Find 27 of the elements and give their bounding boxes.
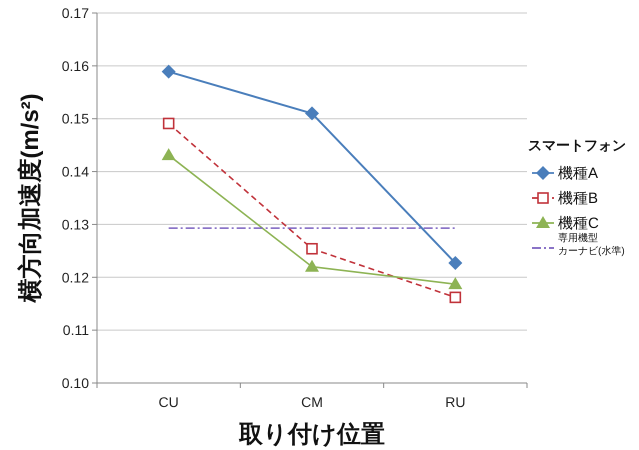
y-tick-label: 0.11 xyxy=(62,322,90,338)
legend-label: 機種A xyxy=(558,165,598,182)
point xyxy=(162,148,176,160)
x-tick-label: CM xyxy=(301,394,323,410)
point xyxy=(448,277,462,290)
point xyxy=(305,106,319,120)
y-tick-label: 0.17 xyxy=(62,5,90,21)
y-tick-label: 0.15 xyxy=(62,110,90,127)
point xyxy=(305,260,319,272)
point xyxy=(162,118,174,130)
legend-label: 機種C xyxy=(558,215,599,232)
y-tick-label: 0.12 xyxy=(62,269,90,286)
y-tick-label: 0.13 xyxy=(62,216,90,232)
point xyxy=(448,256,462,270)
point xyxy=(162,64,176,79)
x-axis-title: 取り付け位置 xyxy=(238,421,385,448)
x-tick-label: RU xyxy=(445,394,466,410)
y-tick-label: 0.10 xyxy=(62,375,90,391)
point xyxy=(450,292,462,304)
y-tick-label: 0.14 xyxy=(62,164,90,180)
x-tick-label: CU xyxy=(158,394,179,410)
legend-label: 機種B xyxy=(558,190,598,207)
point xyxy=(306,242,318,255)
legend-title: スマートフォン xyxy=(528,137,626,153)
y-axis-title: 横方向加速度(m/s²) xyxy=(16,93,44,304)
y-tick-label: 0.16 xyxy=(62,58,90,74)
legend-label: 専用機型カーナビ(水準) xyxy=(558,232,625,257)
